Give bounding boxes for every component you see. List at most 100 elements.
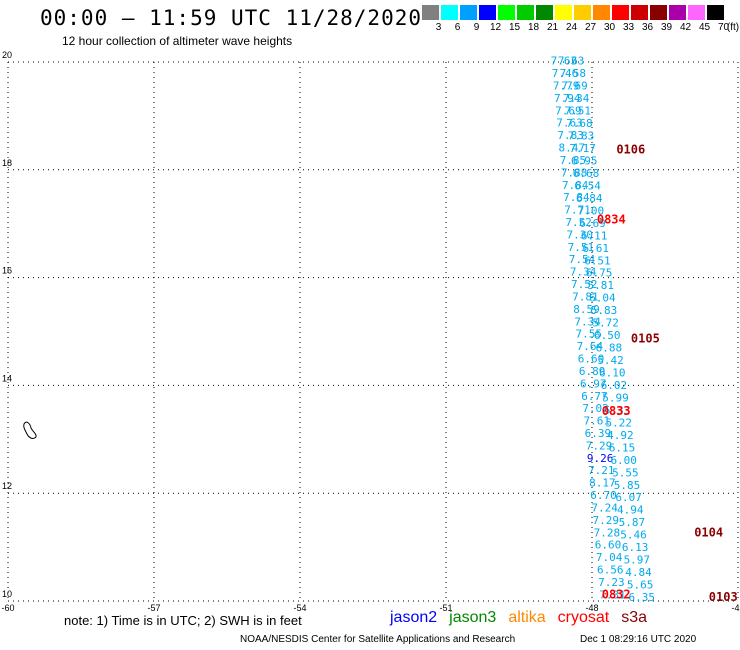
wave-height-value: 6.68 bbox=[573, 167, 600, 180]
note-text: note: 1) Time is in UTC; 2) SWH is in fe… bbox=[64, 613, 302, 628]
wave-height-value: 8.59 bbox=[573, 303, 600, 316]
wave-height-value: 7.63 bbox=[551, 55, 578, 68]
wave-height-value: 6.95 bbox=[571, 154, 598, 167]
wave-height-value: 7.00 bbox=[578, 204, 605, 217]
satellite-label-jason3: jason3 bbox=[449, 609, 497, 626]
wave-height-value: 6.39 bbox=[585, 427, 612, 440]
legend-swatch bbox=[631, 5, 648, 20]
wave-height-value: 7.51 bbox=[564, 105, 591, 118]
lat-tick-label: 18 bbox=[2, 158, 12, 168]
wave-height-value: 7.52 bbox=[571, 278, 598, 291]
wave-height-value: 7.64 bbox=[577, 340, 604, 353]
pass-time-label: 0833 bbox=[602, 404, 631, 418]
wave-height-value: 6.70 bbox=[590, 489, 617, 502]
wave-height-value: 5.87 bbox=[619, 516, 646, 529]
wave-height-value: 5.83 bbox=[591, 304, 618, 317]
credit-text: NOAA/NESDIS Center for Satellite Applica… bbox=[240, 634, 516, 645]
legend-label: 27 bbox=[584, 22, 597, 33]
legend-swatch bbox=[536, 5, 553, 20]
wave-height-value: 6.00 bbox=[610, 454, 637, 467]
legend-label: 39 bbox=[660, 22, 673, 33]
wave-height-value: 5.99 bbox=[602, 391, 629, 404]
wave-height-value: 7.68 bbox=[566, 117, 593, 130]
wave-height-value: 6.56 bbox=[597, 563, 624, 576]
wave-height-value: 6.60 bbox=[578, 353, 605, 366]
wave-height-value: 5.33 bbox=[604, 404, 631, 417]
legend-swatch bbox=[460, 5, 477, 20]
pass-time-label: 0103 bbox=[709, 590, 738, 604]
wave-height-value: 7.55 bbox=[576, 328, 603, 341]
legend-swatch bbox=[517, 5, 534, 20]
wave-height-value: 7.51 bbox=[568, 241, 595, 254]
satellite-label-cryosat: cryosat bbox=[557, 609, 610, 626]
wave-height-value: 7.85 bbox=[560, 154, 587, 167]
wave-height-value: 5.81 bbox=[587, 279, 614, 292]
map-grid bbox=[7, 61, 739, 602]
legend-label: 45 bbox=[698, 22, 711, 33]
wave-height-value: 5.22 bbox=[606, 416, 633, 429]
wave-height-value: 4.92 bbox=[607, 429, 634, 442]
wave-height-value: 7.21 bbox=[588, 464, 615, 477]
wave-height-value: 7.31 bbox=[599, 588, 626, 601]
wave-height-value: 7.34 bbox=[563, 92, 590, 105]
pass-time-labels: 0106 0834 0105 0833 0104 0832 0103 bbox=[597, 143, 738, 604]
legend-swatch bbox=[593, 5, 610, 20]
wave-height-value: 6.88 bbox=[596, 342, 623, 355]
wave-height-value: 6.02 bbox=[601, 379, 628, 392]
wave-height-value: 7.79 bbox=[553, 80, 580, 93]
wave-height-value: 7.84 bbox=[562, 179, 589, 192]
legend-label: 9 bbox=[473, 22, 480, 33]
legend-unit: (ft) bbox=[726, 22, 740, 33]
legend-swatch bbox=[498, 5, 515, 20]
wave-height-value: 7.34 bbox=[570, 266, 597, 279]
wave-height-value: 5.55 bbox=[612, 466, 639, 479]
lon-tick-label: -57 bbox=[147, 603, 160, 613]
legend-label: 36 bbox=[641, 22, 654, 33]
legend-swatch bbox=[650, 5, 667, 20]
wave-height-value: 7.29 bbox=[593, 514, 620, 527]
lon-tick-label: -60 bbox=[1, 603, 14, 613]
pass-time-label: 0104 bbox=[694, 525, 723, 539]
wave-height-value: 8.17 bbox=[589, 477, 616, 490]
wave-height-value: 6.77 bbox=[581, 390, 608, 403]
lat-tick-label: 16 bbox=[2, 266, 12, 276]
wave-height-value: 7.02 bbox=[582, 402, 609, 415]
wave-height-value: 5.85 bbox=[614, 479, 641, 492]
legend-label: 42 bbox=[679, 22, 692, 33]
lon-tick-label: -45 bbox=[731, 603, 740, 613]
legend-label: 70 bbox=[717, 22, 730, 33]
wave-height-value: 5.72 bbox=[592, 317, 619, 330]
legend-swatch bbox=[669, 5, 686, 20]
satellite-label-altika: altika bbox=[508, 609, 546, 626]
wave-height-value: 6.60 bbox=[595, 539, 622, 552]
wave-height-value: 6.07 bbox=[615, 491, 642, 504]
legend-swatch bbox=[555, 5, 572, 20]
wave-height-value: 7.17 bbox=[569, 142, 596, 155]
legend-label: 6 bbox=[454, 22, 461, 33]
wave-height-value: 7.29 bbox=[586, 439, 613, 452]
wave-height-value: 5.46 bbox=[620, 529, 647, 542]
wave-height-value: 5.65 bbox=[627, 579, 654, 592]
map-subtitle: 12 hour collection of altimeter wave hei… bbox=[62, 34, 293, 48]
legend-label: 33 bbox=[622, 22, 635, 33]
wave-height-value: 6.97 bbox=[580, 377, 607, 390]
lon-tick-label: -54 bbox=[293, 603, 306, 613]
pass-time-label: 0105 bbox=[631, 331, 660, 345]
track-a-observations: 7.637.467.797.947.697.637.838.477.857.88… bbox=[551, 55, 626, 602]
wave-height-value: 7.58 bbox=[560, 67, 587, 80]
island-outline bbox=[23, 421, 37, 439]
wave-height-value: 7.52 bbox=[565, 216, 592, 229]
wave-height-value: 7.28 bbox=[594, 526, 621, 539]
satellite-label-jason2: jason2 bbox=[390, 609, 438, 626]
wave-height-value: 7.69 bbox=[561, 80, 588, 93]
wave-height-value: 6.51 bbox=[584, 254, 611, 267]
legend-swatch bbox=[612, 5, 629, 20]
wave-height-value: 6.15 bbox=[609, 441, 636, 454]
lat-tick-label: 14 bbox=[2, 373, 12, 383]
legend-swatch bbox=[479, 5, 496, 20]
legend-swatch bbox=[707, 5, 724, 20]
wave-height-value: 7.83 bbox=[568, 130, 595, 143]
satellite-label-s3a: s3a bbox=[621, 609, 648, 626]
wave-height-value: 6.35 bbox=[629, 591, 656, 604]
